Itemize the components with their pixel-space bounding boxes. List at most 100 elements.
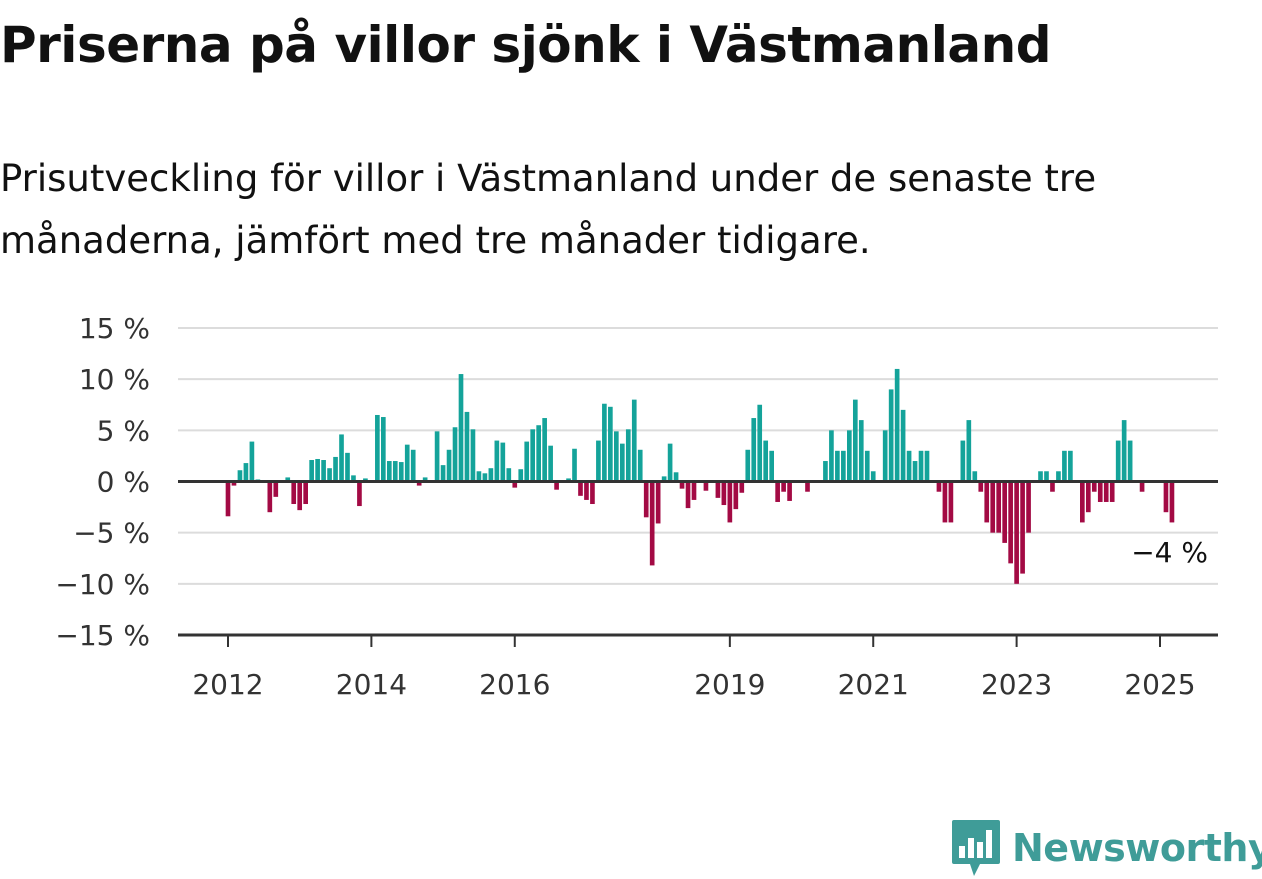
bar bbox=[333, 456, 338, 482]
bar bbox=[1103, 481, 1109, 502]
bar bbox=[894, 368, 900, 482]
bar bbox=[1169, 481, 1175, 523]
bar bbox=[733, 481, 739, 510]
bar bbox=[721, 481, 727, 506]
bar bbox=[1109, 481, 1115, 502]
bar bbox=[966, 420, 972, 482]
y-tick-label: 15 % bbox=[79, 312, 150, 345]
bar bbox=[847, 430, 852, 482]
bar bbox=[763, 440, 769, 482]
bar bbox=[363, 478, 368, 482]
bar bbox=[1097, 481, 1103, 502]
bar bbox=[1139, 481, 1145, 492]
bar bbox=[745, 449, 751, 482]
bar bbox=[578, 481, 583, 496]
bar bbox=[249, 441, 255, 482]
bar bbox=[422, 477, 428, 482]
bar bbox=[703, 481, 709, 491]
bar bbox=[554, 481, 559, 490]
bar bbox=[542, 418, 547, 482]
bar bbox=[1008, 481, 1013, 564]
newsworthy-logo: Newsworthy bbox=[950, 818, 1262, 878]
bar bbox=[1163, 481, 1169, 513]
bar bbox=[536, 425, 541, 482]
bar bbox=[1044, 471, 1049, 482]
last-value-label: −4 % bbox=[1131, 536, 1208, 569]
bar bbox=[679, 481, 685, 489]
bar bbox=[870, 471, 876, 482]
bar bbox=[596, 440, 601, 482]
x-tick-label: 2019 bbox=[694, 668, 765, 701]
bar bbox=[1026, 481, 1031, 533]
bar bbox=[781, 481, 786, 492]
bar bbox=[643, 481, 649, 518]
bar bbox=[936, 481, 942, 492]
bar bbox=[631, 399, 637, 482]
bar bbox=[751, 418, 757, 482]
x-tick-label: 2014 bbox=[336, 668, 407, 701]
bar bbox=[416, 481, 422, 486]
bar bbox=[661, 476, 667, 482]
bar bbox=[739, 481, 745, 493]
bar bbox=[357, 481, 362, 507]
bar bbox=[1085, 481, 1091, 513]
bar bbox=[398, 462, 404, 482]
bar bbox=[625, 429, 631, 482]
bar bbox=[584, 481, 589, 500]
bar bbox=[494, 440, 500, 482]
bar bbox=[852, 399, 858, 482]
bar bbox=[823, 461, 828, 482]
bar bbox=[835, 450, 840, 482]
bar bbox=[1050, 481, 1055, 492]
bar bbox=[1038, 471, 1043, 482]
bar bbox=[566, 478, 571, 482]
bar bbox=[237, 470, 243, 482]
bar bbox=[888, 389, 894, 482]
y-axis-ticks: 15 % 10 % 5 % 0 % −5 % −10 % −15 % bbox=[55, 312, 150, 652]
bar bbox=[757, 404, 763, 482]
bar bbox=[691, 481, 697, 500]
bar bbox=[327, 468, 332, 482]
y-tick-label: 10 % bbox=[79, 363, 150, 396]
bar bbox=[482, 473, 488, 482]
bar bbox=[924, 450, 930, 482]
y-tick-label: −5 % bbox=[73, 517, 150, 550]
y-tick-label: −15 % bbox=[55, 619, 150, 652]
bar bbox=[309, 460, 314, 482]
brand-name: Newsworthy bbox=[1012, 826, 1262, 870]
x-tick-label: 2012 bbox=[192, 668, 263, 701]
x-tick-label: 2023 bbox=[981, 668, 1052, 701]
bar bbox=[297, 481, 303, 511]
bar bbox=[769, 450, 774, 482]
bar bbox=[524, 441, 530, 482]
bar bbox=[841, 450, 846, 482]
bar bbox=[285, 477, 291, 482]
bar bbox=[787, 481, 792, 501]
axes bbox=[178, 480, 1218, 637]
bar bbox=[619, 443, 625, 482]
bar bbox=[1068, 450, 1073, 482]
bar bbox=[512, 481, 518, 488]
bar bbox=[912, 461, 918, 482]
bar bbox=[476, 471, 482, 482]
bar bbox=[243, 463, 249, 482]
x-tick-label: 2021 bbox=[838, 668, 909, 701]
bar bbox=[614, 431, 619, 482]
bar bbox=[1002, 481, 1007, 543]
bar bbox=[572, 448, 577, 482]
bar bbox=[996, 481, 1002, 533]
bar bbox=[948, 481, 954, 523]
bar bbox=[410, 449, 416, 482]
bar bbox=[434, 431, 440, 482]
bar bbox=[1115, 440, 1121, 482]
bar bbox=[1091, 481, 1097, 492]
bar bbox=[990, 481, 996, 533]
bar bbox=[978, 481, 984, 492]
bar bbox=[291, 481, 297, 505]
bar bbox=[345, 452, 350, 482]
bar bbox=[488, 468, 494, 482]
page-title: Priserna på villor sjönk i Västmanland bbox=[0, 16, 1052, 74]
bar bbox=[649, 481, 655, 566]
bar bbox=[267, 481, 273, 513]
bar bbox=[805, 481, 810, 492]
